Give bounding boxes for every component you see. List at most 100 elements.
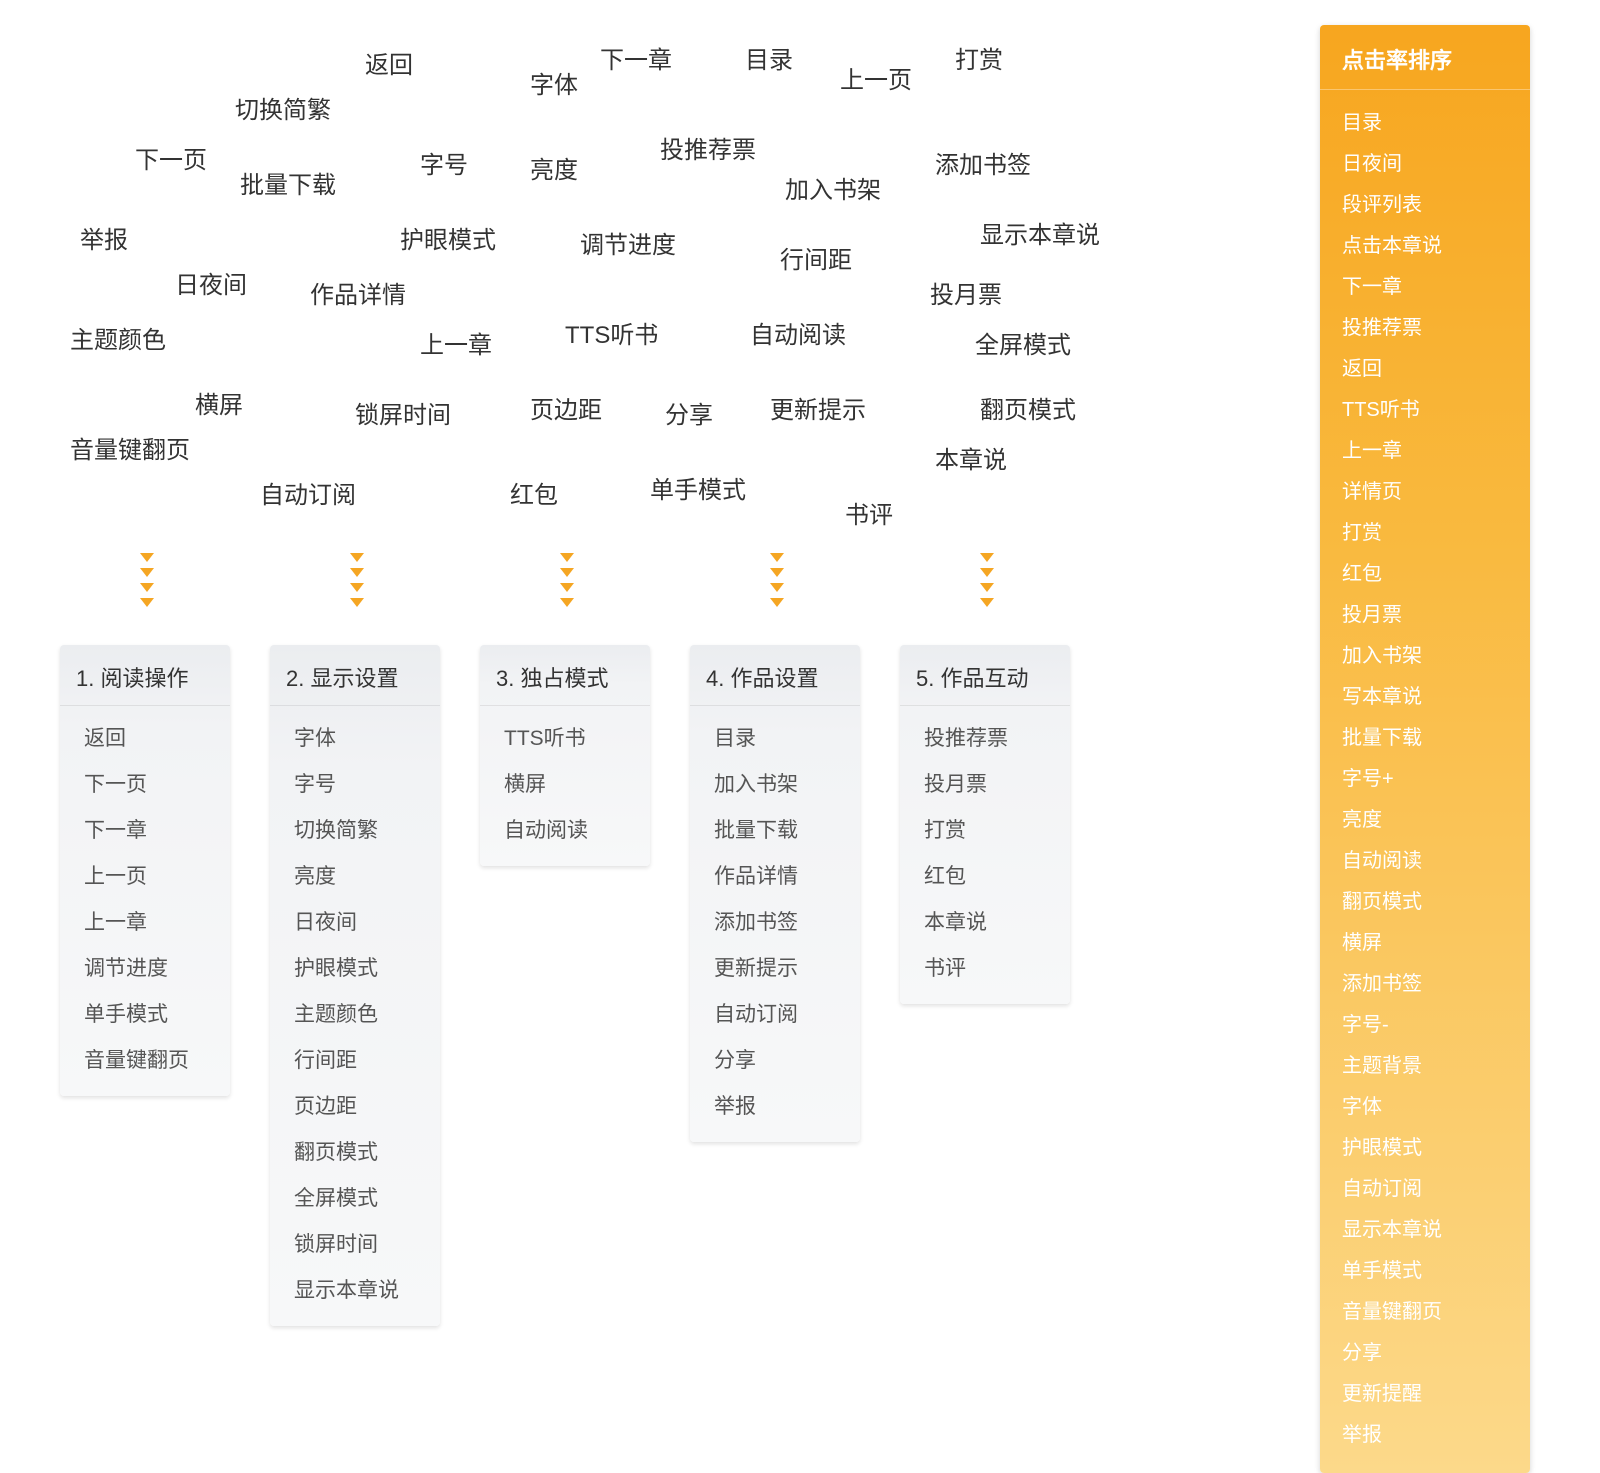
category-header: 3. 独占模式 bbox=[480, 645, 650, 706]
cloud-word: 更新提示 bbox=[770, 390, 866, 425]
click-rate-item: 段评列表 bbox=[1320, 182, 1530, 223]
click-rate-item: 分享 bbox=[1320, 1330, 1530, 1371]
category-item: 投月票 bbox=[900, 760, 1070, 806]
cloud-word: 自动订阅 bbox=[260, 475, 356, 510]
click-rate-item: 亮度 bbox=[1320, 797, 1530, 838]
click-rate-item: 投推荐票 bbox=[1320, 305, 1530, 346]
category-item: 自动阅读 bbox=[480, 806, 650, 852]
category-item: 投推荐票 bbox=[900, 714, 1070, 760]
cloud-word: 批量下载 bbox=[240, 165, 336, 200]
click-rate-item: TTS听书 bbox=[1320, 387, 1530, 428]
cloud-word: 锁屏时间 bbox=[355, 395, 451, 430]
category-item: 本章说 bbox=[900, 898, 1070, 944]
category-item: 日夜间 bbox=[270, 898, 440, 944]
cloud-word: 翻页模式 bbox=[980, 390, 1076, 425]
category-item: 主题颜色 bbox=[270, 990, 440, 1036]
category-item: 添加书签 bbox=[690, 898, 860, 944]
chevron-down-icon bbox=[350, 583, 364, 592]
category-item: 单手模式 bbox=[60, 990, 230, 1036]
click-rate-item: 自动订阅 bbox=[1320, 1166, 1530, 1207]
category-box: 5. 作品互动投推荐票投月票打赏红包本章说书评 bbox=[900, 645, 1070, 1004]
click-rate-item: 目录 bbox=[1320, 100, 1530, 141]
category-list: 投推荐票投月票打赏红包本章说书评 bbox=[900, 706, 1070, 1004]
click-rate-item: 自动阅读 bbox=[1320, 838, 1530, 879]
cloud-word: 下一页 bbox=[135, 140, 207, 175]
category-list: 返回下一页下一章上一页上一章调节进度单手模式音量键翻页 bbox=[60, 706, 230, 1096]
click-rate-item: 加入书架 bbox=[1320, 633, 1530, 674]
category-item: 字体 bbox=[270, 714, 440, 760]
cloud-word: 横屏 bbox=[195, 385, 243, 420]
cloud-word: 自动阅读 bbox=[750, 315, 846, 350]
click-rate-item: 显示本章说 bbox=[1320, 1207, 1530, 1248]
category-box: 2. 显示设置字体字号切换简繁亮度日夜间护眼模式主题颜色行间距页边距翻页模式全屏… bbox=[270, 645, 440, 1326]
chevron-down-icon bbox=[140, 553, 154, 562]
chevron-down-icon bbox=[350, 553, 364, 562]
category-item: 上一页 bbox=[60, 852, 230, 898]
cloud-word: 调节进度 bbox=[580, 225, 676, 260]
cloud-word: 作品详情 bbox=[310, 275, 406, 310]
click-rate-item: 字体 bbox=[1320, 1084, 1530, 1125]
category-list: TTS听书横屏自动阅读 bbox=[480, 706, 650, 866]
cloud-word: 主题颜色 bbox=[70, 320, 166, 355]
category-item: 下一页 bbox=[60, 760, 230, 806]
click-rate-list: 目录日夜间段评列表点击本章说下一章投推荐票返回TTS听书上一章详情页打赏红包投月… bbox=[1320, 90, 1530, 1453]
cloud-word: 返回 bbox=[365, 45, 413, 80]
category-header: 5. 作品互动 bbox=[900, 645, 1070, 706]
cloud-word: 分享 bbox=[665, 395, 713, 430]
category-header: 4. 作品设置 bbox=[690, 645, 860, 706]
category-list: 字体字号切换简繁亮度日夜间护眼模式主题颜色行间距页边距翻页模式全屏模式锁屏时间显… bbox=[270, 706, 440, 1326]
category-item: 调节进度 bbox=[60, 944, 230, 990]
category-item: 打赏 bbox=[900, 806, 1070, 852]
click-rate-item: 点击本章说 bbox=[1320, 223, 1530, 264]
category-box: 4. 作品设置目录加入书架批量下载作品详情添加书签更新提示自动订阅分享举报 bbox=[690, 645, 860, 1142]
cloud-word: 切换简繁 bbox=[235, 90, 331, 125]
cloud-word: TTS听书 bbox=[565, 315, 658, 350]
cloud-word: 书评 bbox=[845, 495, 893, 530]
cloud-word: 本章说 bbox=[935, 440, 1007, 475]
arrow-column bbox=[350, 550, 364, 610]
chevron-down-icon bbox=[350, 568, 364, 577]
chevron-down-icon bbox=[560, 568, 574, 577]
category-list: 目录加入书架批量下载作品详情添加书签更新提示自动订阅分享举报 bbox=[690, 706, 860, 1142]
cloud-word: 加入书架 bbox=[785, 170, 881, 205]
arrow-column bbox=[770, 550, 784, 610]
category-item: 亮度 bbox=[270, 852, 440, 898]
chevron-down-icon bbox=[980, 583, 994, 592]
click-rate-item: 主题背景 bbox=[1320, 1043, 1530, 1084]
chevron-down-icon bbox=[350, 598, 364, 607]
category-item: 加入书架 bbox=[690, 760, 860, 806]
category-item: 举报 bbox=[690, 1082, 860, 1128]
category-item: 翻页模式 bbox=[270, 1128, 440, 1174]
cloud-word: 目录 bbox=[745, 40, 793, 75]
category-item: 音量键翻页 bbox=[60, 1036, 230, 1082]
chevron-down-icon bbox=[980, 568, 994, 577]
click-rate-title: 点击率排序 bbox=[1320, 25, 1530, 90]
category-item: 显示本章说 bbox=[270, 1266, 440, 1312]
category-item: 更新提示 bbox=[690, 944, 860, 990]
cloud-word: 亮度 bbox=[530, 150, 578, 185]
click-rate-item: 详情页 bbox=[1320, 469, 1530, 510]
click-rate-item: 举报 bbox=[1320, 1412, 1530, 1453]
chevron-down-icon bbox=[560, 598, 574, 607]
cloud-word: 打赏 bbox=[955, 40, 1003, 75]
category-item: 目录 bbox=[690, 714, 860, 760]
cloud-word: 音量键翻页 bbox=[70, 430, 190, 465]
cloud-word: 单手模式 bbox=[650, 470, 746, 505]
click-rate-item: 翻页模式 bbox=[1320, 879, 1530, 920]
click-rate-item: 返回 bbox=[1320, 346, 1530, 387]
click-rate-item: 单手模式 bbox=[1320, 1248, 1530, 1289]
category-item: 全屏模式 bbox=[270, 1174, 440, 1220]
cloud-word: 全屏模式 bbox=[975, 325, 1071, 360]
category-item: 字号 bbox=[270, 760, 440, 806]
click-rate-panel: 点击率排序目录日夜间段评列表点击本章说下一章投推荐票返回TTS听书上一章详情页打… bbox=[1320, 25, 1530, 1473]
click-rate-item: 音量键翻页 bbox=[1320, 1289, 1530, 1330]
chevron-down-icon bbox=[770, 598, 784, 607]
cloud-word: 页边距 bbox=[530, 390, 602, 425]
click-rate-item: 批量下载 bbox=[1320, 715, 1530, 756]
click-rate-item: 字号- bbox=[1320, 1002, 1530, 1043]
category-header: 1. 阅读操作 bbox=[60, 645, 230, 706]
chevron-down-icon bbox=[140, 598, 154, 607]
category-item: 返回 bbox=[60, 714, 230, 760]
arrow-column bbox=[560, 550, 574, 610]
category-item: 批量下载 bbox=[690, 806, 860, 852]
